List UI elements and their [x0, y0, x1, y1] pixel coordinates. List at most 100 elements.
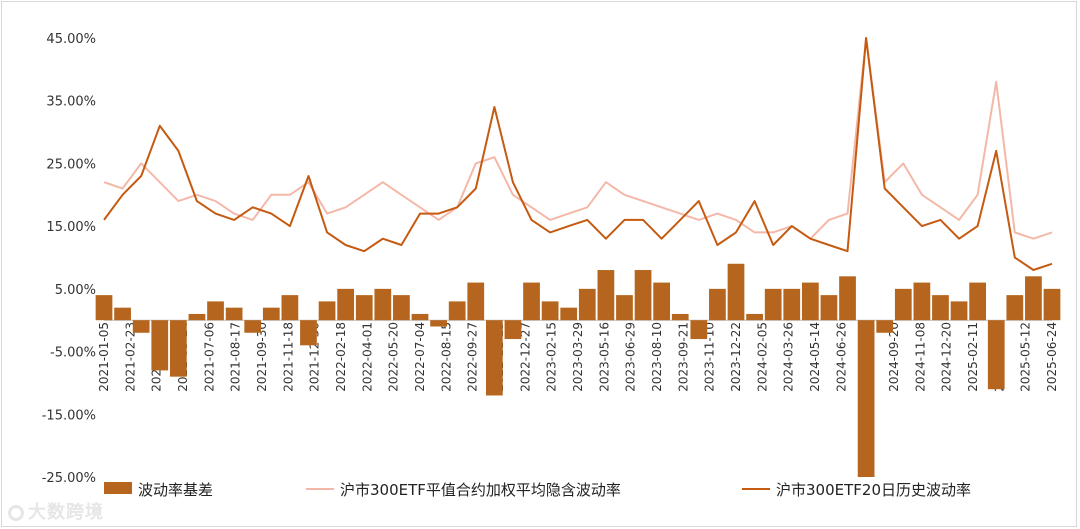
basis-bar — [485, 320, 503, 396]
basis-bar — [1043, 288, 1061, 321]
x-tick-label: 2021-11-18 — [281, 322, 295, 392]
basis-bar — [225, 307, 243, 321]
basis-bar — [913, 282, 931, 321]
basis-bar — [876, 320, 894, 333]
x-tick-label: 2024-03-26 — [782, 322, 796, 392]
basis-bar — [634, 270, 652, 321]
basis-bar — [169, 320, 187, 377]
x-tick-label: 2024-09-20 — [887, 322, 901, 392]
y-tick-label: 15.00% — [46, 220, 96, 235]
basis-bar — [281, 295, 299, 321]
basis-bar — [523, 282, 540, 321]
basis-bar — [783, 288, 801, 321]
basis-bar — [857, 320, 875, 477]
basis-bar — [430, 320, 447, 327]
basis-bar — [355, 295, 373, 321]
basis-bar — [1006, 295, 1024, 321]
x-tick-label: 2023-12-22 — [729, 322, 743, 392]
basis-bar — [262, 307, 280, 321]
x-tick-label: 2022-04-01 — [360, 322, 374, 392]
x-tick-label: 2024-12-20 — [940, 322, 954, 392]
x-tick-label: 2025-05-12 — [1019, 322, 1033, 392]
basis-bar — [969, 282, 987, 321]
basis-bar — [504, 320, 522, 340]
series-line-implied-vol — [103, 37, 1053, 240]
basis-bar — [188, 313, 206, 321]
basis-bar — [1025, 276, 1042, 321]
basis-bar — [541, 301, 559, 321]
basis-bar — [244, 320, 262, 333]
x-tick-label: 2021-02-23 — [123, 322, 137, 392]
x-tick-label: 2024-05-14 — [808, 322, 822, 392]
basis-bar — [727, 263, 745, 321]
watermark: 大数跨境 — [8, 498, 104, 524]
x-tick-label: 2021-08-17 — [229, 322, 243, 392]
legend-swatch — [104, 482, 132, 494]
basis-bar — [690, 320, 708, 340]
y-tick-label: 45.00% — [46, 32, 96, 47]
basis-bar — [839, 276, 856, 321]
x-tick-label: 2024-06-26 — [834, 322, 848, 392]
x-tick-label: 2025-02-11 — [966, 322, 980, 392]
x-tick-label: 2023-11-10 — [703, 322, 717, 392]
series-line-historical-vol — [103, 37, 1053, 271]
x-tick-label: 2022-08-15 — [439, 322, 453, 392]
basis-bar — [560, 307, 578, 321]
basis-bar — [207, 301, 224, 321]
basis-bar — [820, 295, 838, 321]
x-tick-label: 2022-09-27 — [466, 322, 480, 392]
basis-bar — [578, 288, 596, 321]
x-tick-label: 2023-06-29 — [624, 322, 638, 392]
basis-bar — [709, 288, 726, 321]
basis-bar — [95, 295, 113, 321]
basis-bar — [337, 288, 355, 321]
logo-icon — [8, 505, 24, 521]
x-tick-label: 2023-08-10 — [650, 322, 664, 392]
basis-bar — [746, 313, 763, 321]
legend-item-historical-vol-label: 沪市300ETF20日历史波动率 — [776, 481, 971, 499]
x-tick-label: 2023-02-15 — [545, 322, 559, 392]
basis-bar — [318, 301, 336, 321]
basis-bar — [671, 313, 689, 321]
basis-bar — [894, 288, 912, 321]
x-tick-label: 2022-12-27 — [518, 322, 532, 392]
basis-bar — [448, 301, 466, 321]
x-tick-label: 2023-03-29 — [571, 322, 585, 392]
x-tick-label: 2025-06-24 — [1045, 322, 1059, 392]
x-tick-label: 2021-07-06 — [202, 322, 216, 392]
y-tick-label: -5.00% — [50, 346, 96, 361]
legend-item-basis-label: 波动率基差 — [138, 481, 213, 499]
basis-bar — [597, 270, 615, 321]
basis-bar — [411, 313, 429, 321]
x-tick-label: 2024-11-08 — [913, 322, 927, 392]
y-tick-label: 5.00% — [55, 283, 96, 298]
y-tick-label: 35.00% — [46, 95, 96, 110]
legend-item-implied-vol-label: 沪市300ETF平值合约加权平均隐含波动率 — [340, 481, 621, 499]
basis-bar — [801, 282, 819, 321]
x-tick-label: 2024-02-05 — [755, 322, 769, 392]
y-tick-label: -25.00% — [42, 471, 96, 486]
basis-bar — [151, 320, 169, 371]
basis-bar — [374, 288, 392, 321]
basis-bar — [467, 282, 485, 321]
basis-bar — [300, 320, 317, 346]
basis-bar — [950, 301, 968, 321]
basis-bar — [132, 320, 150, 333]
x-tick-label: 2023-09-21 — [676, 322, 690, 392]
x-tick-label: 2022-02-18 — [334, 322, 348, 392]
y-tick-label: -15.00% — [42, 408, 96, 423]
watermark-text: 大数跨境 — [28, 502, 104, 523]
basis-bar — [393, 295, 410, 321]
x-tick-label: 2022-05-20 — [387, 322, 401, 392]
x-tick-label: 2023-05-16 — [597, 322, 611, 392]
basis-bar — [932, 295, 949, 321]
x-tick-label: 2021-01-05 — [97, 322, 111, 392]
basis-bar — [616, 295, 633, 321]
basis-bar — [764, 288, 782, 321]
basis-bar — [987, 320, 1005, 390]
x-tick-label: 2022-07-04 — [413, 322, 427, 392]
x-tick-label: 2021-09-30 — [255, 322, 269, 392]
